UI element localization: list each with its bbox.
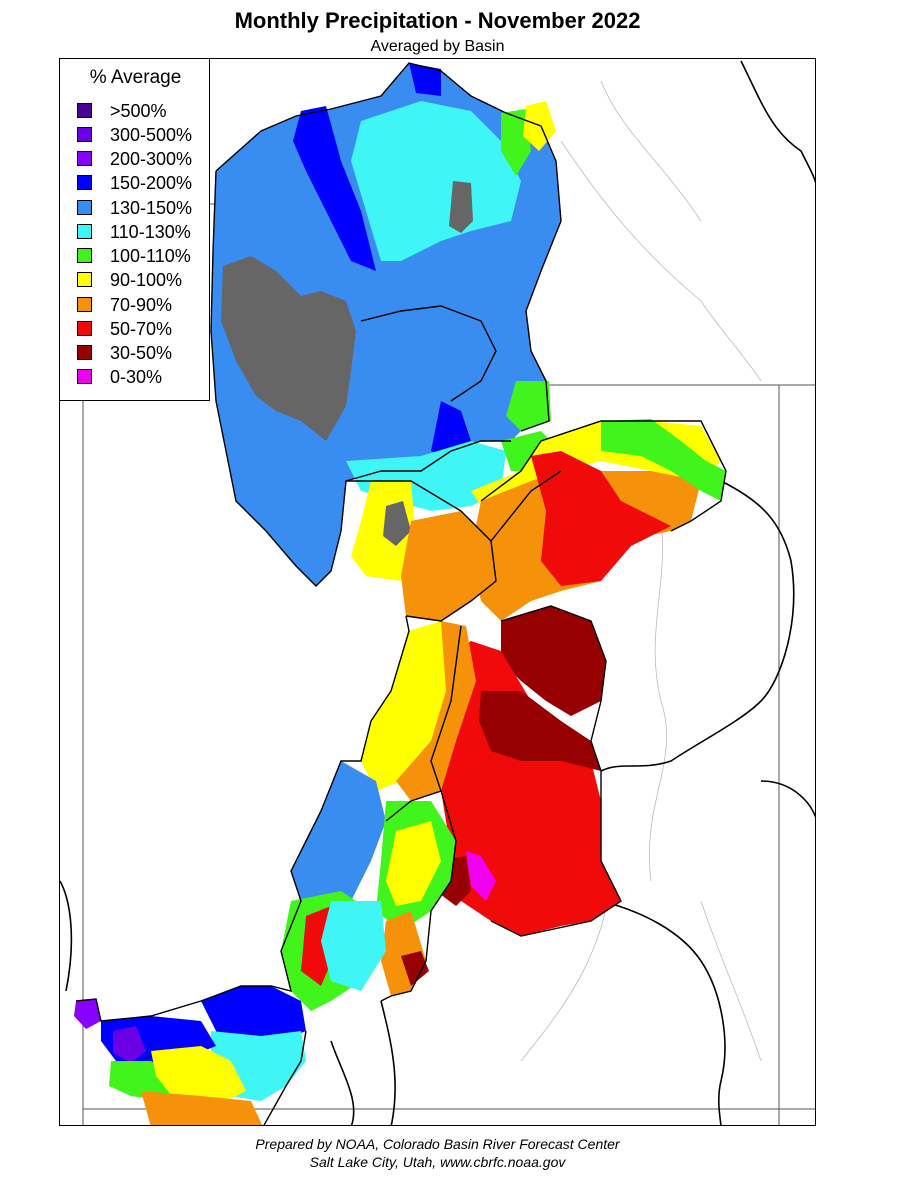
basin-boundaries [75, 62, 727, 1125]
region-boundaries [60, 60, 815, 1125]
basin-upper-green-cyan [351, 101, 521, 261]
basin-south-cyan [321, 901, 386, 991]
legend-label: 90-100% [110, 270, 183, 290]
basin-lower-blue [201, 986, 306, 1046]
legend-swatch [77, 175, 92, 190]
basin-lower-orange [141, 1091, 263, 1125]
map-subtitle: Averaged by Basin [370, 38, 505, 55]
legend-swatch [77, 297, 92, 312]
basin-north-green [501, 109, 531, 176]
legend-swatch [77, 321, 92, 336]
basin-uinta-nodata [383, 501, 411, 546]
basin-central-yellow-strip [386, 821, 441, 906]
legend-swatch [77, 103, 92, 118]
legend-label: 110-130% [110, 222, 191, 242]
legend-swatch [77, 272, 92, 287]
basin-sevier-yellow [361, 621, 461, 791]
basin-dolores-darkred [501, 606, 606, 716]
legend-label: 200-300% [110, 149, 193, 169]
basin-wind-river-high [293, 106, 376, 271]
basin-central-blue-strip [291, 761, 386, 921]
basin-white-orange [401, 511, 496, 621]
basin-lower-purple [113, 1026, 146, 1063]
legend-swatch [77, 345, 92, 360]
legend-label: 130-150% [110, 198, 193, 218]
legend-label: 50-70% [110, 319, 173, 339]
basin-south-darkred [401, 951, 429, 986]
basin-upper-green-nodata [449, 181, 473, 233]
basin-map-svg [60, 60, 815, 1125]
basin-san-juan-darkred [479, 691, 601, 771]
map-title: Monthly Precipitation - November 2022 [234, 8, 641, 33]
basin-upper-colorado-red [531, 451, 671, 586]
basin-lower-san-juan-magenta [466, 851, 496, 901]
legend-swatch [77, 200, 92, 215]
basin-lower-violet [74, 999, 101, 1029]
legend-label: >500% [110, 101, 167, 121]
footer-location-line: Salt Lake City, Utah, www.cbrfc.noaa.gov [309, 1154, 566, 1170]
basin-east-green [506, 381, 551, 431]
legend-label: 150-200% [110, 173, 193, 193]
basin-north-highmark [409, 63, 441, 96]
basin-great-divide-nodata [221, 256, 356, 441]
legend-swatch [77, 151, 92, 166]
legend-swatch [77, 224, 92, 239]
legend-title: % Average [89, 67, 182, 88]
legend-label: 300-500% [110, 125, 193, 145]
legend-swatch [77, 248, 92, 263]
basin-lower-yellow [151, 1046, 246, 1106]
precipitation-map [59, 58, 816, 1126]
legend-swatch [77, 369, 92, 384]
legend-label: 70-90% [110, 295, 173, 315]
legend-label: 100-110% [110, 246, 191, 266]
footer-credit-line: Prepared by NOAA, Colorado Basin River F… [255, 1136, 620, 1152]
legend-label: 30-50% [110, 343, 173, 363]
legend-label: 0-30% [110, 367, 163, 387]
basin-upper-colorado-green [601, 419, 726, 501]
legend: % Average >500% 300-500% 200-300% 150-20… [59, 58, 210, 401]
legend-swatch [77, 127, 92, 142]
